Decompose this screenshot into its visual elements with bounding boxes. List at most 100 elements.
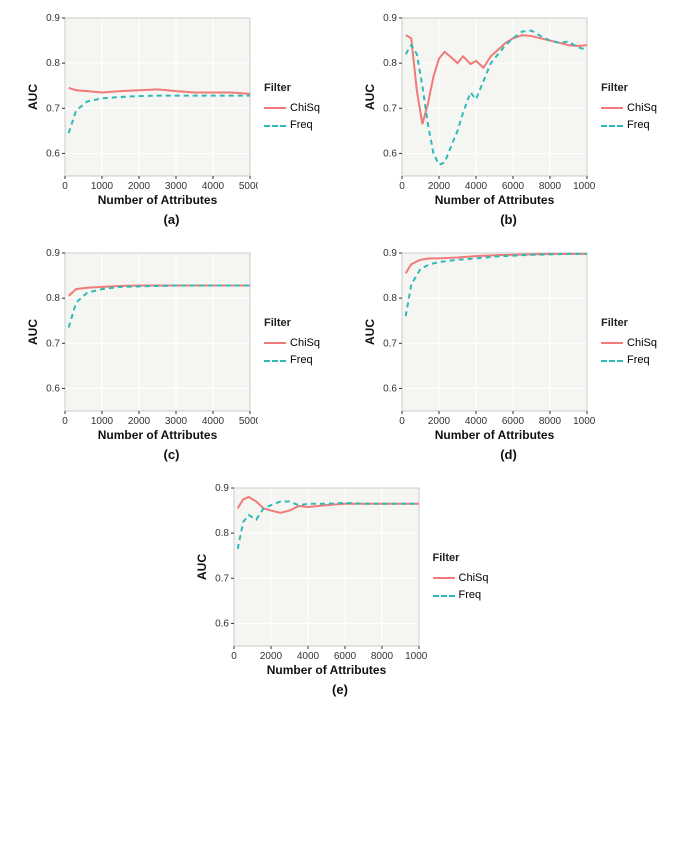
svg-text:0.9: 0.9: [46, 248, 60, 259]
legend-item-chisq: ChiSq: [264, 335, 320, 353]
legend-label: ChiSq: [459, 570, 489, 588]
svg-text:0.7: 0.7: [46, 338, 60, 349]
svg-text:0: 0: [62, 416, 68, 427]
svg-text:0.8: 0.8: [46, 293, 60, 304]
svg-text:0.8: 0.8: [46, 58, 60, 69]
legend-item-chisq: ChiSq: [433, 570, 489, 588]
svg-text:2000: 2000: [428, 416, 451, 427]
svg-text:10000: 10000: [573, 416, 595, 427]
svg-text:1000: 1000: [91, 181, 114, 192]
svg-text:0.7: 0.7: [215, 573, 229, 584]
legend-label: ChiSq: [627, 335, 657, 353]
legend-swatch: [601, 360, 623, 362]
svg-text:AUC: AUC: [363, 319, 377, 345]
chart-d: 0.6 0.7 0.8 0.9 0 2000 4000 6000 8000 10000 AUC Num…: [360, 245, 595, 445]
svg-text:5000: 5000: [239, 416, 258, 427]
svg-text:AUC: AUC: [26, 319, 40, 345]
panel-sublabel: (d): [500, 447, 517, 462]
svg-text:2000: 2000: [128, 181, 151, 192]
legend-item-freq: Freq: [264, 117, 320, 135]
legend-swatch: [264, 125, 286, 127]
legend-swatch: [264, 342, 286, 344]
svg-text:10000: 10000: [405, 651, 427, 662]
svg-text:6000: 6000: [502, 181, 525, 192]
svg-text:0: 0: [399, 416, 405, 427]
svg-text:0.9: 0.9: [46, 13, 60, 24]
panel-sublabel: (b): [500, 212, 517, 227]
legend-item-chisq: ChiSq: [601, 100, 657, 118]
svg-text:6000: 6000: [502, 416, 525, 427]
legend: Filter ChiSqFreq: [258, 245, 320, 370]
svg-text:0.8: 0.8: [383, 293, 397, 304]
legend: Filter ChiSqFreq: [427, 480, 489, 605]
legend: Filter ChiSqFreq: [258, 10, 320, 135]
svg-text:0.9: 0.9: [383, 13, 397, 24]
legend-label: Freq: [459, 587, 482, 605]
legend-title: Filter: [601, 80, 657, 98]
panel-a: 0.6 0.7 0.8 0.9 0 1000 2000 3000 4000 5000 AUC Numb…: [10, 10, 333, 227]
svg-text:4000: 4000: [465, 416, 488, 427]
panel-d: 0.6 0.7 0.8 0.9 0 2000 4000 6000 8000 10000 AUC Num…: [347, 245, 670, 462]
svg-text:0.6: 0.6: [46, 148, 60, 159]
svg-text:4000: 4000: [296, 651, 319, 662]
panel-sublabel: (e): [332, 682, 348, 697]
legend-title: Filter: [264, 315, 320, 333]
legend-swatch: [264, 107, 286, 109]
legend-label: Freq: [290, 352, 313, 370]
svg-text:0: 0: [62, 181, 68, 192]
svg-text:0.9: 0.9: [215, 483, 229, 494]
svg-text:AUC: AUC: [26, 84, 40, 110]
svg-text:2000: 2000: [128, 416, 151, 427]
chart-c: 0.60.70.80.9010002000300040005000AUCNumb…: [23, 245, 258, 445]
legend-title: Filter: [264, 80, 320, 98]
svg-text:2000: 2000: [428, 181, 451, 192]
legend: FilterChiSqFreq: [595, 245, 657, 370]
svg-text:AUC: AUC: [195, 554, 209, 580]
legend-label: Freq: [290, 117, 313, 135]
svg-text:10000: 10000: [573, 181, 595, 192]
legend-title: Filter: [433, 550, 489, 568]
panel-b: 0.60.70.80.90200040006000800010000AUCNum…: [347, 10, 670, 227]
svg-text:0.7: 0.7: [383, 103, 397, 114]
legend-item-freq: Freq: [433, 587, 489, 605]
svg-text:8000: 8000: [370, 651, 393, 662]
svg-text:0.8: 0.8: [383, 58, 397, 69]
panel-e: 0.60.70.80.90200040006000800010000AUCNum…: [192, 480, 489, 697]
legend-swatch: [264, 360, 286, 362]
svg-text:8000: 8000: [539, 416, 562, 427]
svg-text:4000: 4000: [465, 181, 488, 192]
legend-swatch: [433, 595, 455, 597]
svg-text:5000: 5000: [239, 181, 258, 192]
svg-text:3000: 3000: [165, 181, 188, 192]
svg-text:0.6: 0.6: [46, 383, 60, 394]
legend-item-freq: Freq: [601, 117, 657, 135]
legend-item-chisq: ChiSq: [601, 335, 657, 353]
legend-label: Freq: [627, 117, 650, 135]
panel-sublabel: (c): [164, 447, 180, 462]
svg-text:AUC: AUC: [363, 84, 377, 110]
svg-text:0: 0: [399, 181, 405, 192]
svg-text:0.7: 0.7: [383, 338, 397, 349]
legend-swatch: [433, 577, 455, 579]
svg-text:0.9: 0.9: [383, 248, 397, 259]
panel-c: 0.60.70.80.9010002000300040005000AUCNumb…: [10, 245, 333, 462]
svg-text:0.6: 0.6: [383, 148, 397, 159]
svg-text:0.6: 0.6: [215, 618, 229, 629]
svg-text:0.7: 0.7: [46, 103, 60, 114]
legend-swatch: [601, 107, 623, 109]
legend-label: ChiSq: [290, 335, 320, 353]
chart-a: 0.6 0.7 0.8 0.9 0 1000 2000 3000 4000 5000 AUC Numb…: [23, 10, 258, 210]
svg-text:Number of Attributes: Number of Attributes: [98, 193, 218, 207]
svg-text:0: 0: [231, 651, 237, 662]
svg-text:Number of Attributes: Number of Attributes: [435, 428, 555, 442]
svg-text:Number of Attributes: Number of Attributes: [266, 663, 386, 677]
chart-grid: 0.6 0.7 0.8 0.9 0 1000 2000 3000 4000 5000 AUC Numb…: [10, 10, 670, 697]
chart-b: 0.60.70.80.90200040006000800010000AUCNum…: [360, 10, 595, 210]
legend-item-chisq: ChiSq: [264, 100, 320, 118]
svg-text:0.6: 0.6: [383, 383, 397, 394]
svg-text:Number of Attributes: Number of Attributes: [435, 193, 555, 207]
svg-text:2000: 2000: [259, 651, 282, 662]
svg-text:4000: 4000: [202, 181, 225, 192]
svg-text:3000: 3000: [165, 416, 188, 427]
panel-sublabel: (a): [164, 212, 180, 227]
